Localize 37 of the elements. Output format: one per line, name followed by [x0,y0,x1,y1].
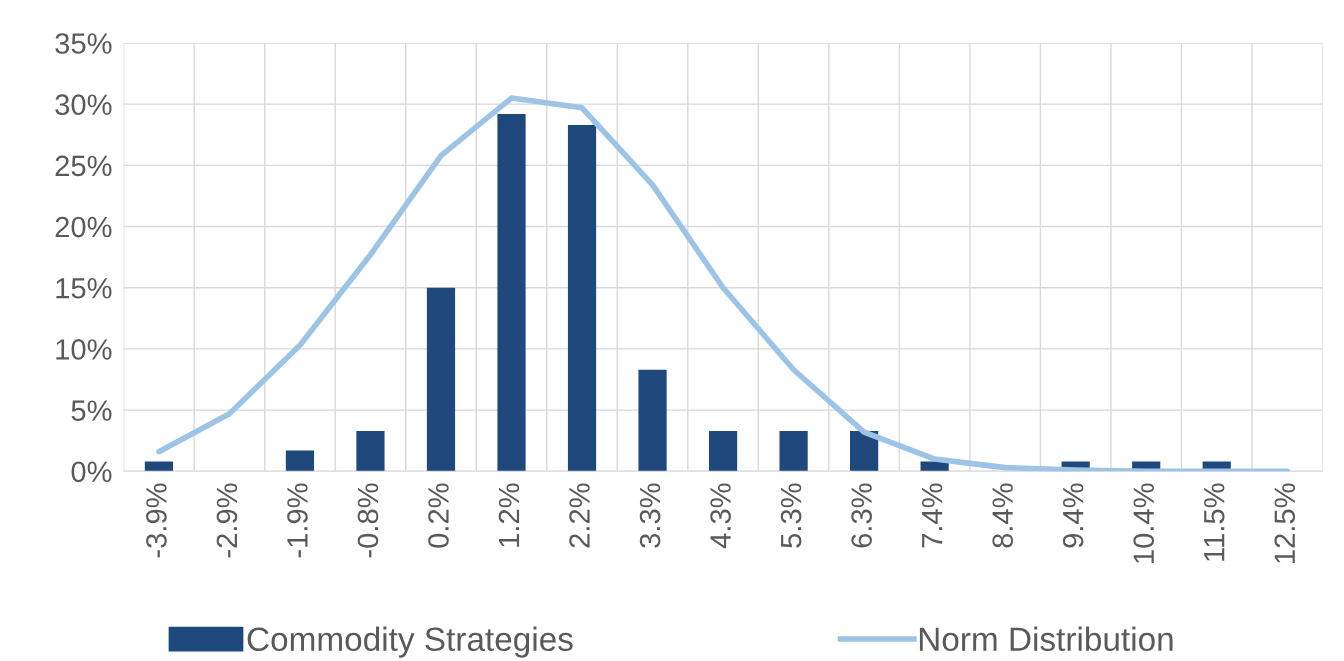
legend-label: Norm Distribution [919,626,1173,652]
x-tick-label: 7.4% [921,483,943,548]
x-tick-label: 5.3% [780,483,802,548]
bar [426,287,456,472]
y-tick-label: 35% [55,33,112,54]
bar [144,461,174,472]
bar [497,113,526,472]
x-tick-label: 10.4% [1133,483,1155,563]
y-tick-label: 15% [56,278,112,299]
x-tick-label: 11.5% [1204,483,1225,561]
x-tick-label: -2.9% [216,483,238,558]
x-tick-label: 0.2% [428,483,449,548]
x-tick-label: 12.5% [1274,483,1296,563]
bar [356,430,385,472]
bar [638,369,667,472]
bar [567,124,597,472]
x-tick-label: -3.9% [146,483,167,558]
bar [285,450,315,472]
y-tick-label: 5% [71,400,112,421]
x-tick-label: -0.8% [357,483,379,558]
x-tick-label: 6.3% [851,483,872,548]
x-tick-label: 1.2% [498,483,520,547]
bar [779,430,808,472]
bar [708,430,738,472]
x-tick-label: 8.4% [992,483,1013,548]
y-tick-label: 10% [56,339,112,360]
x-tick-label: 9.4% [1062,483,1084,548]
x-tick-label: 4.3% [710,483,731,549]
y-tick-label: 0% [71,461,112,483]
x-tick-label: 2.2% [569,483,590,548]
bar [850,430,879,472]
x-tick-label: -1.9% [287,483,308,558]
legend-label: Commodity Strategies [247,626,573,658]
x-tick-label: 3.3% [639,483,661,548]
y-tick-label: 30% [55,94,112,116]
y-tick-label: 25% [55,155,112,177]
y-tick-label: 20% [55,216,112,238]
